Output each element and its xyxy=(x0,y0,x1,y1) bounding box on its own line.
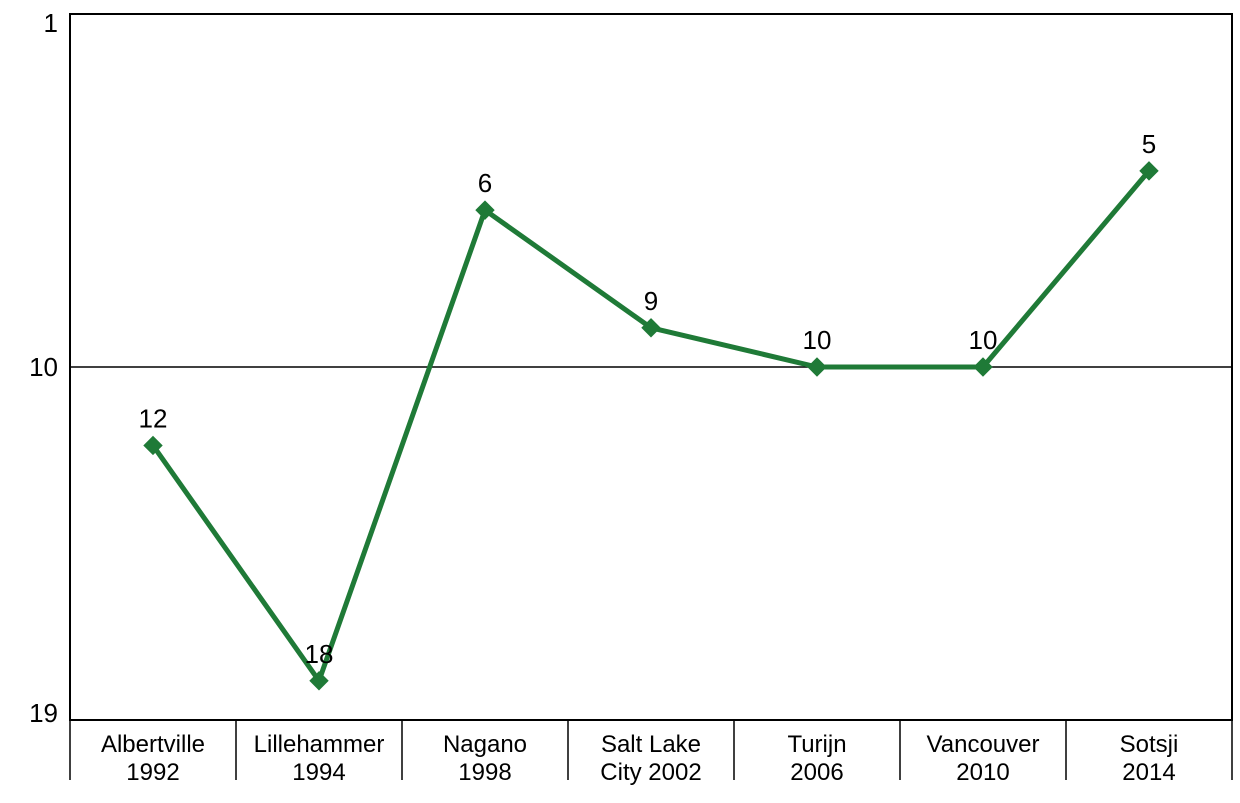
data-label: 10 xyxy=(803,325,832,355)
data-label: 5 xyxy=(1142,129,1156,159)
x-category-label: Turijn xyxy=(787,731,846,758)
y-tick-label: 19 xyxy=(29,698,58,728)
data-label: 12 xyxy=(139,403,168,433)
x-category-label: 2006 xyxy=(790,759,843,786)
data-label: 6 xyxy=(478,168,492,198)
chart-container: 1 10 19 Albertville1992 Lillehammer1994 Nagan… xyxy=(0,0,1240,803)
data-label: 9 xyxy=(644,286,658,316)
x-category-label: 1992 xyxy=(126,759,179,786)
data-label: 10 xyxy=(969,325,998,355)
y-tick-label: 10 xyxy=(29,352,58,382)
chart-svg: 1 10 19 Albertville1992 Lillehammer1994 Nagan… xyxy=(0,0,1240,803)
x-category-label: Lillehammer xyxy=(254,731,385,758)
x-category-label: 2010 xyxy=(956,759,1009,786)
x-category-label: Albertville xyxy=(101,731,205,758)
x-category-label: 1994 xyxy=(292,759,345,786)
data-label: 18 xyxy=(305,639,334,669)
chart-background xyxy=(0,0,1240,803)
x-category-label: 1998 xyxy=(458,759,511,786)
x-category-label: Salt Lake xyxy=(601,731,701,758)
x-category-label: Vancouver xyxy=(927,731,1040,758)
x-category-label: City 2002 xyxy=(600,759,701,786)
x-category-label: Sotsji xyxy=(1120,731,1179,758)
x-category-label: 2014 xyxy=(1122,759,1175,786)
x-category-label: Nagano xyxy=(443,731,527,758)
y-tick-label: 1 xyxy=(44,8,58,38)
